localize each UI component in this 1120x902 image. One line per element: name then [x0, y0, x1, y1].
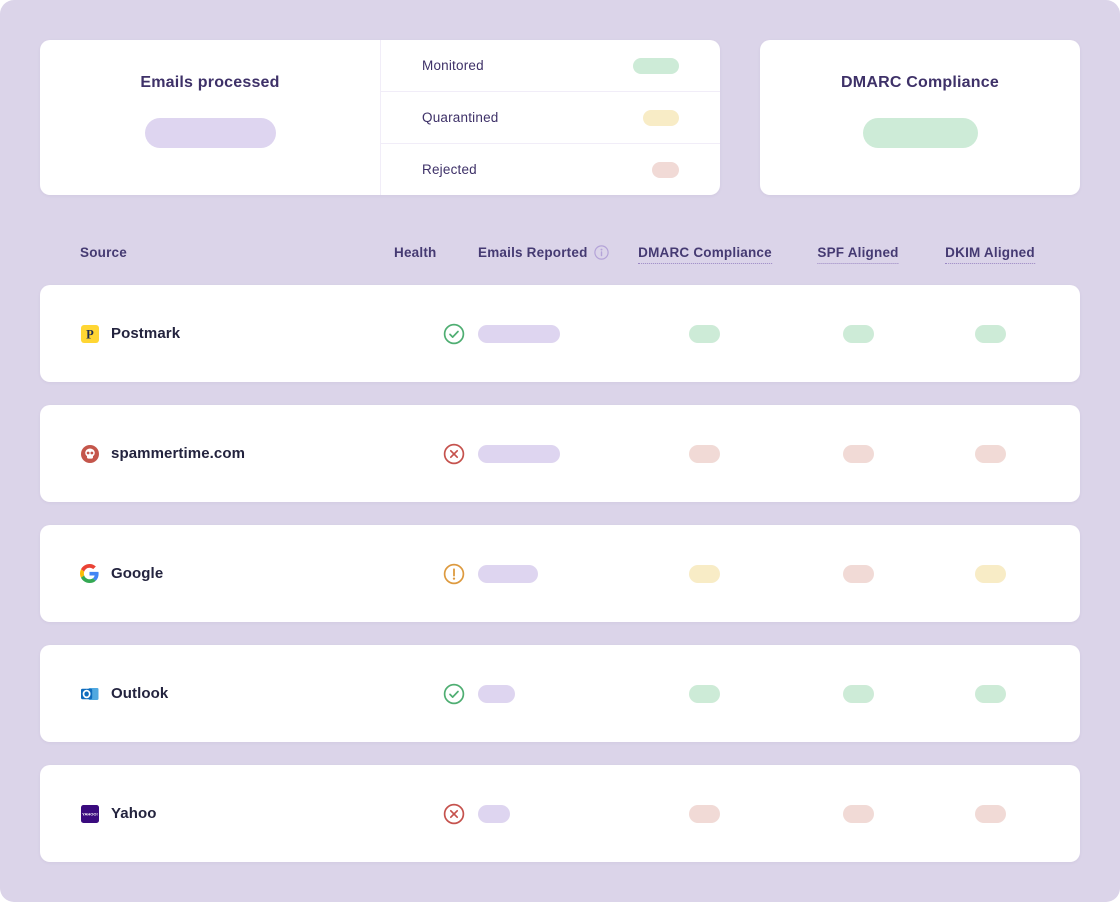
spf-aligned-pill — [843, 564, 874, 583]
source-name: Postmark — [111, 325, 181, 342]
emails-reported-pill — [478, 444, 560, 463]
column-header-dmarc-compliance[interactable]: DMARC Compliance — [638, 245, 772, 264]
spf-aligned-pill — [843, 804, 874, 823]
outlook-logo-icon — [80, 684, 100, 704]
source-cell: spammertime.com — [80, 444, 245, 464]
rejected-label: Rejected — [422, 162, 477, 177]
column-header-spf-aligned[interactable]: SPF Aligned — [817, 245, 899, 264]
breakdown-row-quarantined: Quarantined — [381, 91, 720, 143]
emails-reported-pill — [478, 804, 510, 823]
dkim-aligned-pill — [975, 444, 1006, 463]
breakdown-row-monitored: Monitored — [381, 40, 720, 91]
monitored-label: Monitored — [422, 58, 484, 73]
source-cell: Google — [80, 563, 164, 584]
dkim-aligned-pill — [975, 684, 1006, 703]
table-row-postmark[interactable]: P Postmark — [40, 285, 1080, 382]
dkim-aligned-pill — [975, 324, 1006, 343]
table-row-yahoo[interactable]: YAHOO! Yahoo — [40, 765, 1080, 862]
source-cell: Outlook — [80, 684, 168, 704]
source-name: Google — [111, 565, 164, 582]
yahoo-logo-icon: YAHOO! — [80, 804, 100, 824]
source-rows: P Postmark spammertime.com — [40, 285, 1080, 885]
health-warning-icon — [443, 563, 465, 585]
emails-breakdown-pane: Monitored Quarantined Rejected — [380, 40, 720, 195]
health-error-icon — [443, 443, 465, 465]
spf-aligned-pill — [843, 324, 874, 343]
rejected-value-pill — [652, 161, 679, 178]
dmarc-compliance-pill — [689, 564, 720, 583]
emails-processed-value-pill — [144, 117, 276, 148]
emails-processed-title: Emails processed — [140, 73, 280, 91]
dmarc-compliance-pill — [689, 444, 720, 463]
dmarc-compliance-pill — [689, 804, 720, 823]
info-icon[interactable] — [593, 245, 609, 260]
column-header-dkim-aligned[interactable]: DKIM Aligned — [945, 245, 1035, 264]
table-header: Source Health Emails Reported DMARC Comp… — [0, 245, 1120, 269]
dmarc-compliance-value-pill — [862, 117, 978, 148]
table-row-google[interactable]: Google — [40, 525, 1080, 622]
source-name: spammertime.com — [111, 445, 246, 462]
dmarc-compliance-card: DMARC Compliance — [760, 40, 1080, 195]
spf-aligned-pill — [843, 444, 874, 463]
health-ok-icon — [443, 323, 465, 345]
dmarc-compliance-title: DMARC Compliance — [841, 73, 999, 91]
emails-reported-label: Emails Reported — [478, 245, 588, 260]
svg-text:YAHOO!: YAHOO! — [82, 811, 98, 816]
table-row-spammertime-com[interactable]: spammertime.com — [40, 405, 1080, 502]
emails-reported-pill — [478, 324, 560, 343]
dkim-aligned-pill — [975, 804, 1006, 823]
column-header-health: Health — [394, 245, 437, 260]
column-header-source: Source — [80, 245, 127, 260]
emails-processed-pane: Emails processed — [40, 40, 380, 195]
table-row-outlook[interactable]: Outlook — [40, 645, 1080, 742]
quarantined-label: Quarantined — [422, 110, 499, 125]
breakdown-row-rejected: Rejected — [381, 143, 720, 195]
source-name: Outlook — [111, 685, 169, 702]
postmark-logo-icon: P — [80, 324, 100, 344]
emails-reported-pill — [478, 684, 515, 703]
dmarc-compliance-pill — [689, 684, 720, 703]
column-header-emails-reported: Emails Reported — [478, 245, 609, 260]
dmarc-compliance-pill — [689, 324, 720, 343]
svg-text:P: P — [86, 327, 94, 341]
source-cell: P Postmark — [80, 324, 180, 344]
quarantined-value-pill — [643, 109, 679, 126]
monitored-value-pill — [633, 57, 679, 74]
emails-reported-pill — [478, 564, 538, 583]
emails-processed-card: Emails processed Monitored Quarantined R… — [40, 40, 720, 195]
dkim-aligned-pill — [975, 564, 1006, 583]
health-error-icon — [443, 803, 465, 825]
source-name: Yahoo — [111, 805, 157, 822]
spf-aligned-pill — [843, 684, 874, 703]
source-cell: YAHOO! Yahoo — [80, 804, 157, 824]
spammertime-logo-icon — [80, 444, 100, 464]
google-logo-icon — [80, 563, 100, 584]
health-ok-icon — [443, 683, 465, 705]
